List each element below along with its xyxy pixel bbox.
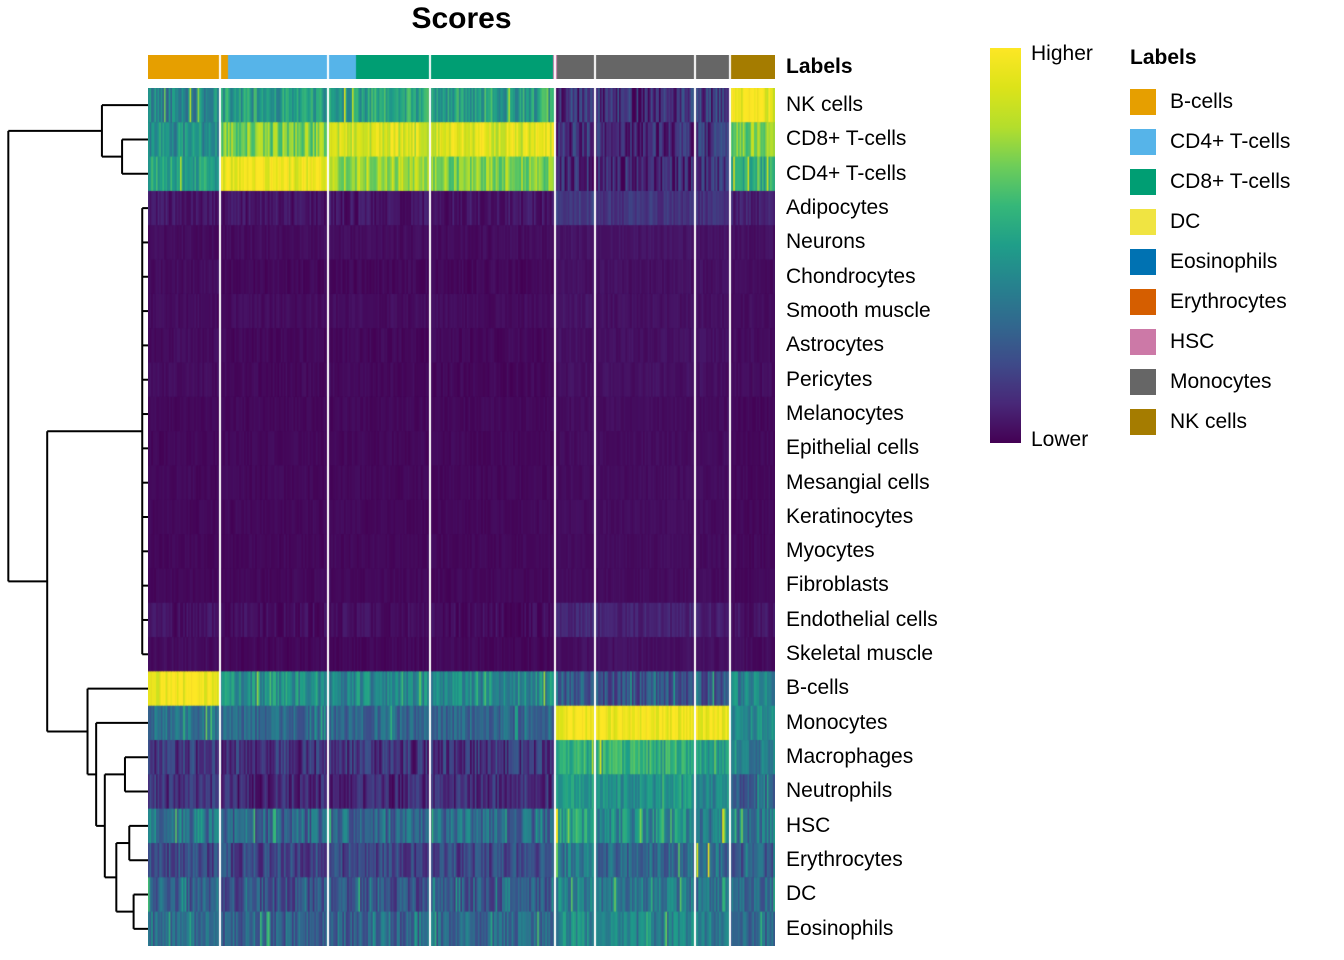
row-label: Fibroblasts xyxy=(786,573,889,597)
legend-swatch xyxy=(1130,289,1156,315)
legend-swatch xyxy=(1130,169,1156,195)
legend-label: NK cells xyxy=(1170,410,1248,433)
legend-label: Erythrocytes xyxy=(1170,290,1287,313)
heatmap-matrix xyxy=(148,88,775,946)
row-label: Skeletal muscle xyxy=(786,642,934,666)
row-label: Macrophages xyxy=(786,745,914,769)
row-label: Endothelial cells xyxy=(786,607,938,631)
row-dendrogram xyxy=(7,104,148,930)
legend-swatch xyxy=(1130,409,1156,435)
row-label: Neurons xyxy=(786,230,866,254)
row-label: Myocytes xyxy=(786,539,875,563)
row-label: DC xyxy=(786,882,817,906)
legend-entry: Erythrocytes xyxy=(1130,282,1290,322)
legend-swatch xyxy=(1130,329,1156,355)
row-label: CD4+ T-cells xyxy=(786,161,907,185)
row-label: Adipocytes xyxy=(786,195,889,219)
legend-entry: HSC xyxy=(1130,322,1290,362)
row-label: CD8+ T-cells xyxy=(786,127,907,151)
row-label: B-cells xyxy=(786,676,850,700)
labels-legend: Labels B-cells CD4+ T-cells CD8+ T-cells DC… xyxy=(1130,46,1290,442)
color-scale-bar xyxy=(990,48,1021,443)
row-label: Keratinocytes xyxy=(786,504,914,528)
legend-entry: CD4+ T-cells xyxy=(1130,122,1290,162)
legend-label: HSC xyxy=(1170,330,1215,353)
legend-title: Labels xyxy=(1130,46,1197,69)
column-annotation-title: Labels xyxy=(786,55,853,78)
legend-entry: DC xyxy=(1130,202,1290,242)
row-label: Melanocytes xyxy=(786,401,904,425)
legend-entry: CD8+ T-cells xyxy=(1130,162,1290,202)
row-label: Mesangial cells xyxy=(786,470,930,494)
row-labels: NK cells CD8+ T-cells CD4+ T-cells Adipocyt… xyxy=(786,88,1046,946)
legend-label: Monocytes xyxy=(1170,370,1272,393)
legend-label: B-cells xyxy=(1170,90,1234,113)
row-label: Chondrocytes xyxy=(786,264,916,288)
legend-swatch xyxy=(1130,369,1156,395)
legend-label: CD4+ T-cells xyxy=(1170,130,1291,153)
row-label: Astrocytes xyxy=(786,333,885,357)
legend-swatch xyxy=(1130,129,1156,155)
legend-entry: B-cells xyxy=(1130,82,1290,122)
row-label: NK cells xyxy=(786,93,864,116)
legend-label: CD8+ T-cells xyxy=(1170,170,1291,193)
row-label: Eosinophils xyxy=(786,916,894,940)
row-label: Epithelial cells xyxy=(786,436,920,460)
legend-entries: B-cells CD4+ T-cells CD8+ T-cells DC Eosinop… xyxy=(1130,82,1290,442)
scale-high-label: Higher xyxy=(1031,42,1093,65)
row-label: Smooth muscle xyxy=(786,298,931,322)
scale-low-label: Lower xyxy=(1031,428,1089,451)
row-label: Erythrocytes xyxy=(786,848,903,872)
column-annotation-bar xyxy=(148,55,775,79)
row-label: Pericytes xyxy=(786,367,873,391)
chart-title: Scores xyxy=(411,2,512,35)
legend-swatch xyxy=(1130,249,1156,275)
legend-entry: Monocytes xyxy=(1130,362,1290,402)
legend-swatch xyxy=(1130,209,1156,235)
legend-entry: NK cells xyxy=(1130,402,1290,442)
legend-label: DC xyxy=(1170,210,1201,233)
row-label: Neutrophils xyxy=(786,779,893,803)
legend-entry: Eosinophils xyxy=(1130,242,1290,282)
legend-label: Eosinophils xyxy=(1170,250,1278,273)
row-label: HSC xyxy=(786,813,831,837)
legend-swatch xyxy=(1130,89,1156,115)
row-label: Monocytes xyxy=(786,710,888,734)
